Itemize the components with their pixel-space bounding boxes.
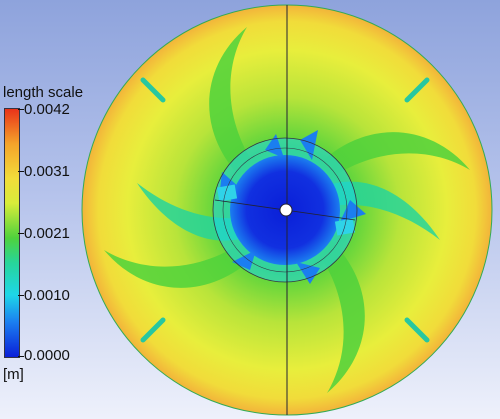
tick-mark — [18, 295, 24, 296]
impeller-inner-ring — [222, 147, 348, 273]
baffle-bottom-right — [404, 317, 430, 343]
baffle-top-right — [404, 77, 430, 103]
tick-mark — [18, 171, 24, 172]
tick-label-2: 0.0031 — [24, 163, 70, 180]
tick-mark — [18, 233, 24, 234]
tick-mark — [18, 109, 24, 110]
impeller-rect-blades — [216, 184, 356, 236]
unit-label: [m] — [3, 366, 24, 383]
tick-label-4: 0.0010 — [24, 287, 70, 304]
tick-label-3: 0.0021 — [24, 225, 70, 242]
baffles — [140, 77, 430, 343]
shaft — [279, 203, 293, 217]
baffle-bottom-left — [140, 317, 166, 343]
tick-mark — [18, 356, 24, 357]
tick-label-max: 0.0042 — [24, 101, 70, 118]
legend-title: length scale — [3, 84, 84, 101]
impeller-outer-ring — [212, 137, 358, 283]
baffle-top-left — [140, 77, 166, 103]
tick-label-min: 0.0000 — [24, 347, 70, 364]
